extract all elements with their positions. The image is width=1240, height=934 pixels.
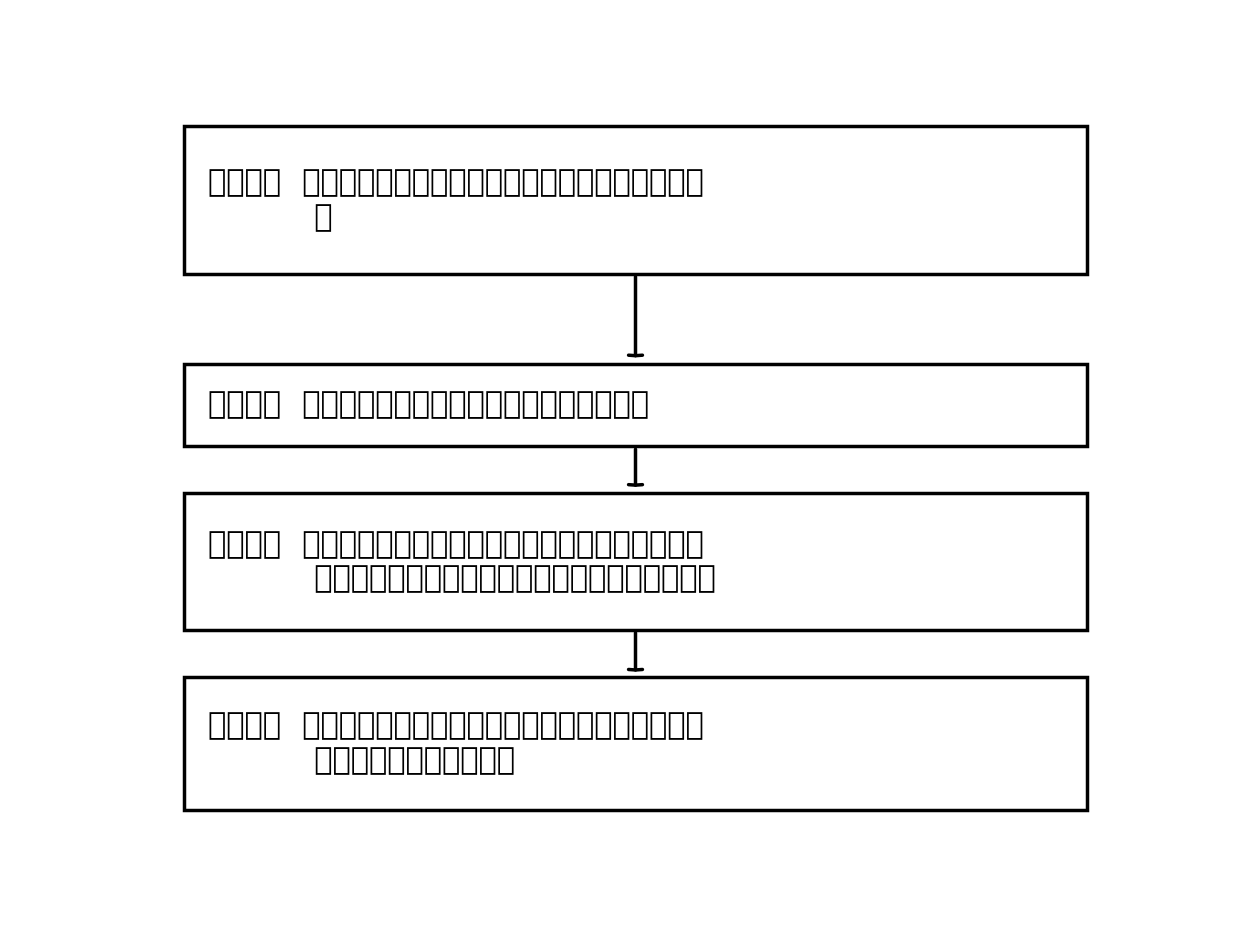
FancyBboxPatch shape [184, 676, 1087, 810]
Text: 步骤二：  通过软件实现铣床两相邻主轴加工区域重叠: 步骤二： 通过软件实现铣床两相邻主轴加工区域重叠 [208, 390, 649, 419]
Text: 步骤一：  精确测量铣床各主轴间间距和每个轴实际可加工范: 步骤一： 精确测量铣床各主轴间间距和每个轴实际可加工范 [208, 168, 703, 197]
Text: 步骤三：  使用成型加工编辑软件对原始外形加工文件进行分: 步骤三： 使用成型加工编辑软件对原始外形加工文件进行分 [208, 530, 703, 559]
FancyBboxPatch shape [184, 126, 1087, 274]
Text: 步骤四：  将超长印制线路板在铣床上横向放置，使用合并文: 步骤四： 将超长印制线路板在铣床上横向放置，使用合并文 [208, 712, 703, 741]
FancyBboxPatch shape [184, 493, 1087, 630]
Text: 割再合并，形成一份横向跨轴成型加工的合并文件: 割再合并，形成一份横向跨轴成型加工的合并文件 [208, 564, 715, 593]
FancyBboxPatch shape [184, 363, 1087, 446]
Text: 件实现横向跨轴连续加工: 件实现横向跨轴连续加工 [208, 746, 515, 775]
Text: 围: 围 [208, 203, 332, 232]
